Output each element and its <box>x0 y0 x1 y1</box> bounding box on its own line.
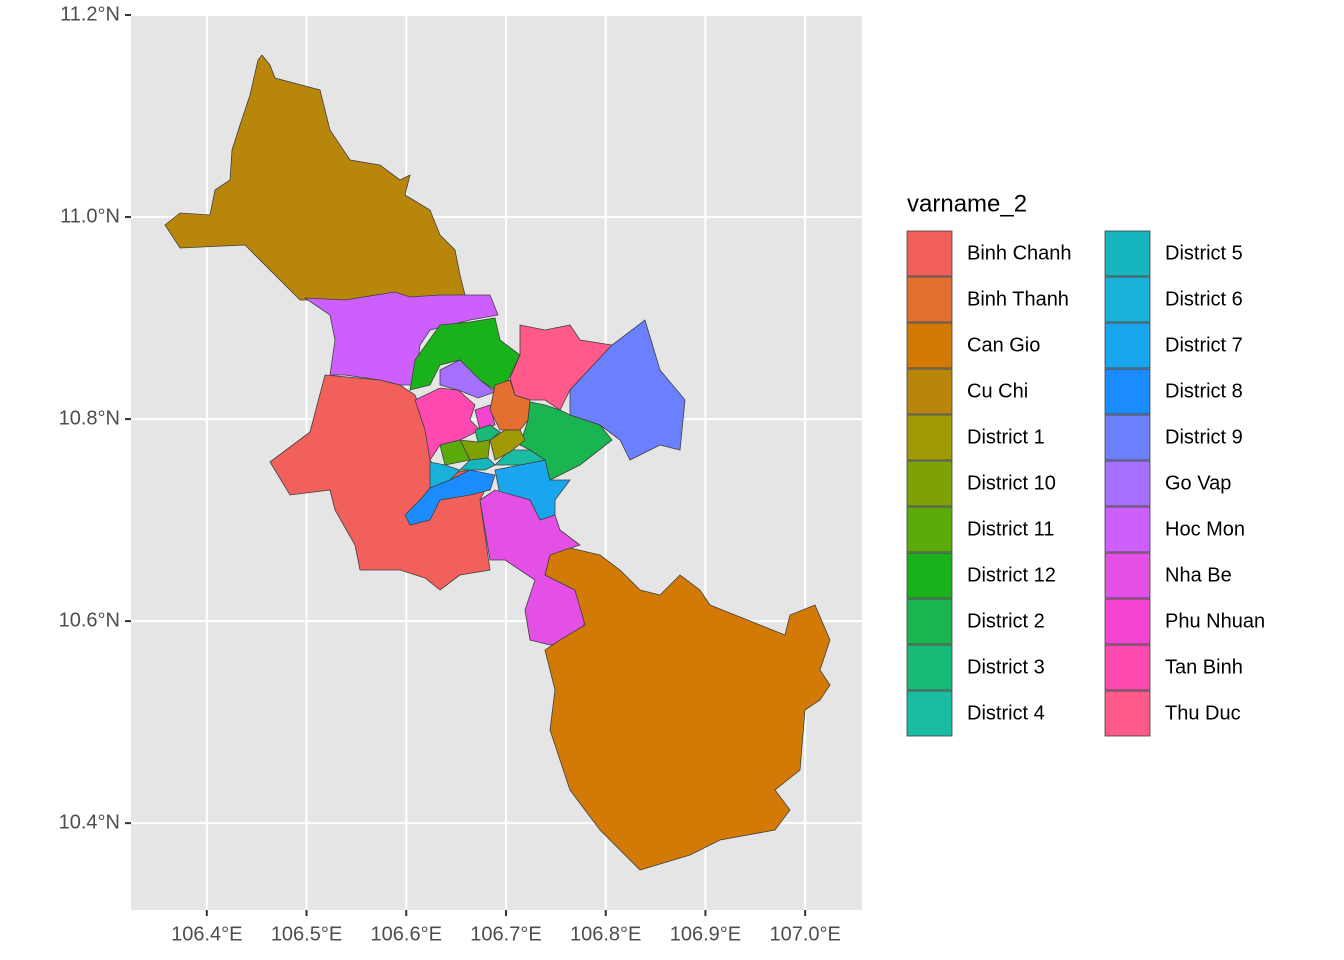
legend-label: Thu Duc <box>1165 702 1241 724</box>
axes: 106.4°E 106.5°E 106.6°E 106.7°E 106.8°E 106.9… <box>59 3 841 945</box>
legend-label: District 3 <box>967 656 1045 678</box>
legend-swatch <box>1104 690 1151 737</box>
legend-swatch <box>906 276 953 323</box>
legend-label: District 7 <box>1165 334 1243 356</box>
x-tick-label: 107.0°E <box>769 923 840 945</box>
legend-label: District 5 <box>1165 242 1243 264</box>
legend-swatch <box>1104 552 1151 599</box>
district-shape <box>474 404 496 431</box>
y-tick-label: 11.0°N <box>60 205 120 227</box>
legend-label: Cu Chi <box>967 380 1028 402</box>
map <box>164 54 831 871</box>
y-tick-label: 11.2°N <box>60 3 120 25</box>
legend-label: Phu Nhuan <box>1165 610 1265 632</box>
legend-label: Can Gio <box>967 334 1040 356</box>
x-tick-label: 106.4°E <box>171 923 242 945</box>
legend-swatch <box>906 230 953 277</box>
legend-swatch <box>906 690 953 737</box>
y-tick-label: 10.4°N <box>59 811 120 833</box>
x-tick-label: 106.9°E <box>670 923 741 945</box>
district-shape <box>439 359 496 399</box>
legend-swatch <box>906 368 953 415</box>
legend-title: varname_2 <box>907 190 1027 217</box>
x-tick-label: 106.5°E <box>271 923 342 945</box>
legend-swatch <box>906 414 953 461</box>
legend-label: District 1 <box>967 426 1045 448</box>
legend-label: Hoc Mon <box>1165 518 1245 540</box>
legend-swatch <box>1104 414 1151 461</box>
legend-label: Binh Thanh <box>967 288 1069 310</box>
district-shape <box>544 547 831 871</box>
legend-label: District 6 <box>1165 288 1243 310</box>
legend-label: District 11 <box>967 518 1054 540</box>
legend-label: District 9 <box>1165 426 1243 448</box>
legend-swatch <box>1104 506 1151 553</box>
district-shape <box>459 457 496 471</box>
legend-swatch <box>1104 276 1151 323</box>
legend-swatch <box>906 322 953 369</box>
legend-swatch <box>906 552 953 599</box>
district-shape <box>429 461 461 489</box>
district-shape <box>404 469 496 526</box>
legend-swatch <box>1104 368 1151 415</box>
legend-swatch <box>1104 322 1151 369</box>
legend: varname_2 Binh Chanh Binh Thanh Can Gio Cu … <box>906 190 1265 737</box>
legend-label: District 4 <box>967 702 1045 724</box>
y-tick-label: 10.6°N <box>59 609 120 631</box>
x-tick-label: 106.8°E <box>570 923 641 945</box>
legend-label: Tan Binh <box>1165 656 1243 678</box>
legend-label: District 12 <box>967 564 1056 586</box>
y-tick-label: 10.8°N <box>59 407 120 429</box>
x-tick-label: 106.6°E <box>371 923 442 945</box>
legend-swatch <box>906 506 953 553</box>
legend-label: Go Vap <box>1165 472 1231 494</box>
legend-label: Nha Be <box>1165 564 1232 586</box>
legend-swatch <box>906 598 953 645</box>
legend-label: District 8 <box>1165 380 1243 402</box>
district-shape <box>474 424 501 443</box>
x-tick-label: 106.7°E <box>470 923 541 945</box>
legend-swatch <box>906 644 953 691</box>
legend-swatch <box>1104 460 1151 507</box>
legend-label: District 2 <box>967 610 1045 632</box>
legend-swatch <box>1104 598 1151 645</box>
legend-swatch <box>1104 644 1151 691</box>
legend-label: District 10 <box>967 472 1056 494</box>
legend-label: Binh Chanh <box>967 242 1072 264</box>
district-shape <box>409 317 521 391</box>
district-shape <box>489 429 526 461</box>
legend-swatch <box>1104 230 1151 277</box>
legend-swatch <box>906 460 953 507</box>
district-shape <box>303 291 499 386</box>
